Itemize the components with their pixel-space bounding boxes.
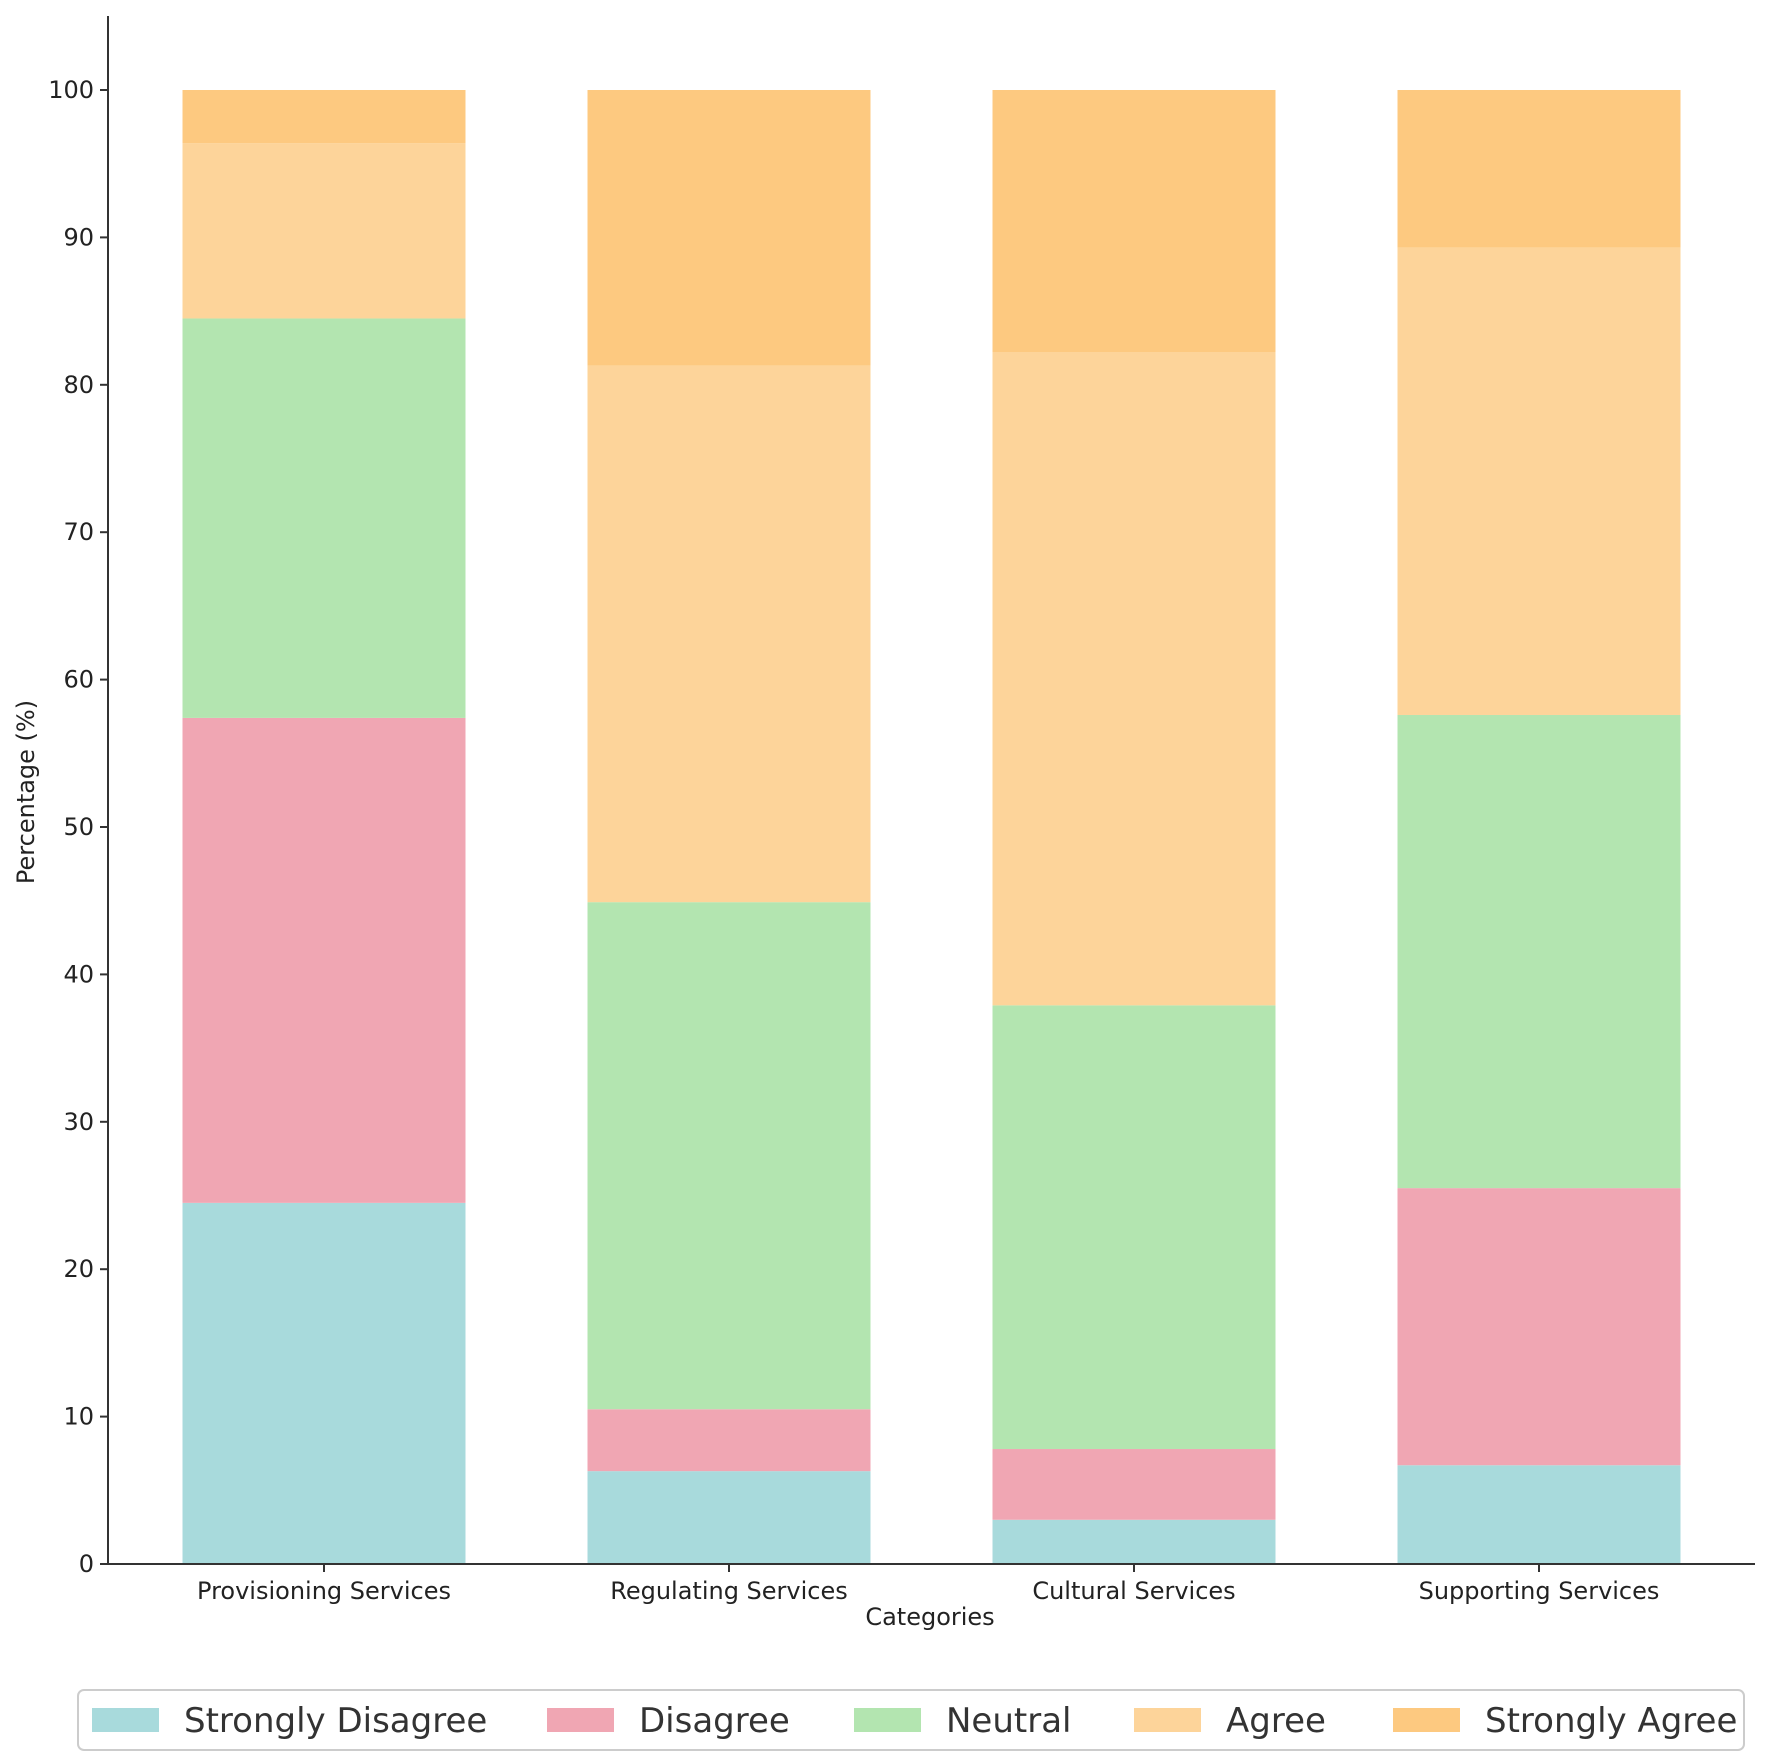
bar-cultural-services-strongly-disagree — [992, 1519, 1276, 1564]
bar-cultural-services-agree — [992, 352, 1276, 1006]
x-tick-label-cultural-services: Cultural Services — [1032, 1577, 1235, 1605]
y-tick-label-60: 60 — [63, 666, 94, 694]
x-tick-label-regulating-services: Regulating Services — [610, 1577, 848, 1605]
y-tick-label-100: 100 — [48, 76, 94, 104]
bar-supporting-services-neutral — [1397, 714, 1681, 1189]
bar-supporting-services-strongly-agree — [1397, 90, 1681, 248]
bar-regulating-services-strongly-agree — [587, 90, 871, 366]
legend-label-agree: Agree — [1226, 1701, 1326, 1741]
bar-regulating-services-strongly-disagree — [587, 1471, 871, 1564]
y-tick-label-20: 20 — [63, 1255, 94, 1283]
y-tick-label-90: 90 — [63, 223, 94, 251]
bar-supporting-services-agree — [1397, 247, 1681, 715]
y-tick-label-30: 30 — [63, 1108, 94, 1136]
legend-label-disagree: Disagree — [639, 1701, 790, 1741]
y-tick-label-10: 10 — [63, 1403, 94, 1431]
y-tick-label-40: 40 — [63, 960, 94, 988]
x-tick-label-supporting-services: Supporting Services — [1419, 1577, 1660, 1605]
legend-swatch-neutral — [854, 1708, 921, 1732]
axes-layer: 0 10 20 30 40 50 60 70 80 90 100 Provisioning Servi… — [48, 16, 1755, 1605]
bar-provisioning-services-agree — [182, 143, 466, 319]
bar-regulating-services-disagree — [587, 1409, 871, 1472]
legend-label-strongly-agree: Strongly Agree — [1485, 1701, 1737, 1741]
bar-cultural-services-strongly-agree — [992, 90, 1276, 353]
bar-supporting-services-strongly-disagree — [1397, 1465, 1681, 1564]
y-tick-label-80: 80 — [63, 371, 94, 399]
y-axis-title: Percentage (%) — [12, 700, 40, 884]
x-tick-label-provisioning-services: Provisioning Services — [197, 1577, 451, 1605]
x-axis-title: Categories — [865, 1603, 994, 1631]
legend-swatch-strongly-agree — [1393, 1708, 1460, 1732]
y-tick-label-50: 50 — [63, 813, 94, 841]
y-tick-label-0: 0 — [79, 1550, 94, 1578]
legend-swatch-agree — [1134, 1708, 1201, 1732]
bar-cultural-services-neutral — [992, 1005, 1276, 1450]
legend-label-neutral: Neutral — [946, 1701, 1072, 1741]
bar-provisioning-services-strongly-agree — [182, 90, 466, 144]
bar-regulating-services-agree — [587, 365, 871, 903]
bar-provisioning-services-strongly-disagree — [182, 1202, 466, 1564]
bars-layer — [182, 90, 1681, 1564]
bar-provisioning-services-disagree — [182, 717, 466, 1203]
bar-regulating-services-neutral — [587, 902, 871, 1410]
bar-cultural-services-disagree — [992, 1449, 1276, 1520]
bar-supporting-services-disagree — [1397, 1188, 1681, 1466]
legend-swatch-disagree — [547, 1708, 614, 1732]
legend-label-strongly-disagree: Strongly Disagree — [184, 1701, 487, 1741]
legend: Strongly Disagree Disagree Neutral Agree Str… — [77, 1689, 1745, 1751]
y-tick-label-70: 70 — [63, 518, 94, 546]
legend-swatch-strongly-disagree — [92, 1708, 159, 1732]
bar-provisioning-services-neutral — [182, 318, 466, 718]
